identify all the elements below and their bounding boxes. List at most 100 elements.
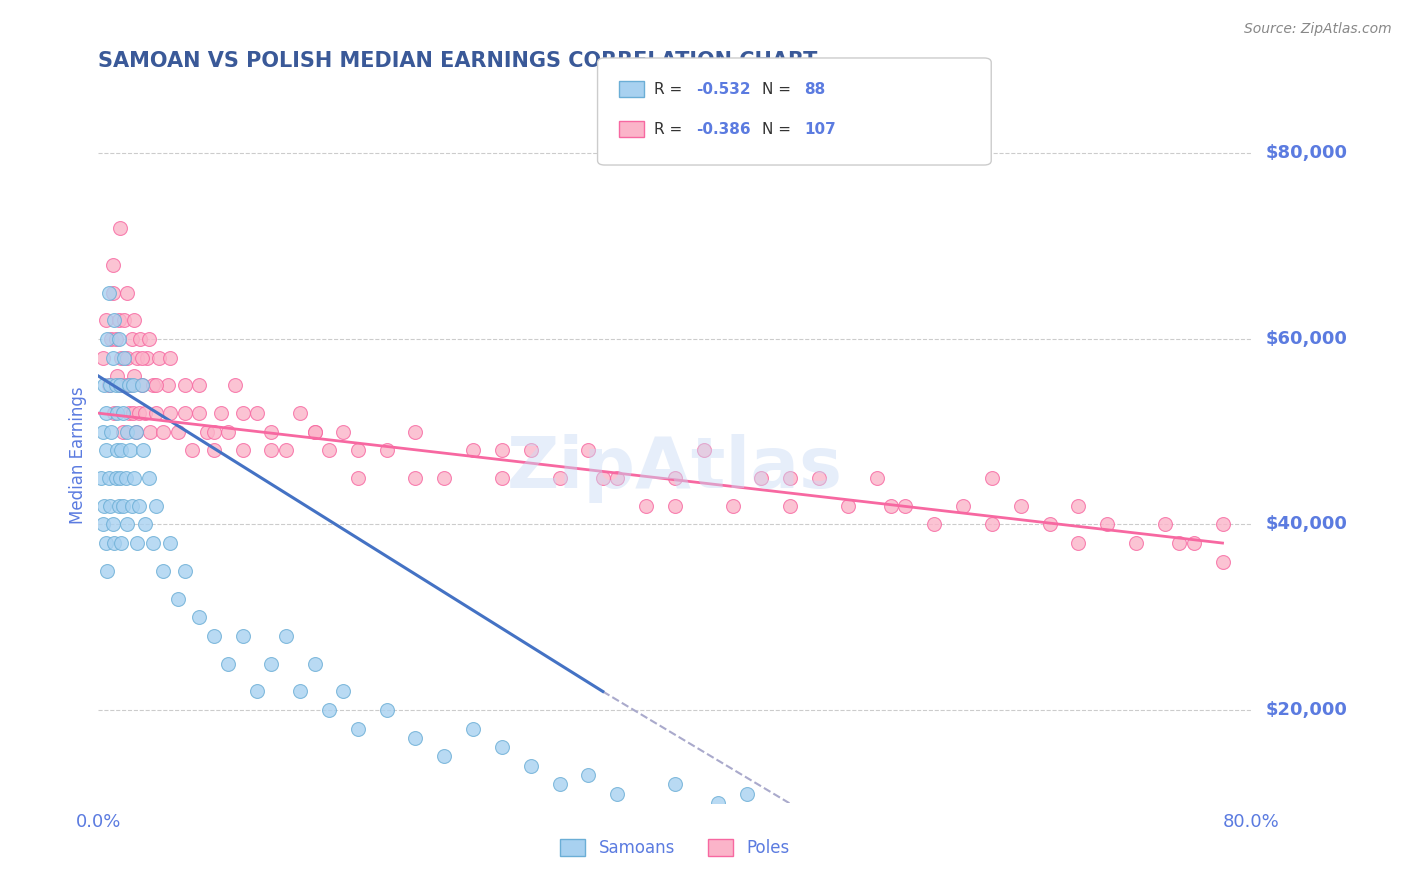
Point bbox=[103, 536, 125, 550]
Text: 107: 107 bbox=[804, 122, 837, 136]
Point bbox=[98, 499, 121, 513]
Text: R =: R = bbox=[654, 82, 688, 96]
Point bbox=[217, 425, 239, 439]
Point bbox=[217, 657, 239, 671]
Point bbox=[246, 684, 269, 698]
Point bbox=[98, 378, 121, 392]
Point bbox=[1024, 828, 1046, 842]
Point bbox=[107, 499, 129, 513]
Point bbox=[952, 499, 974, 513]
Point bbox=[224, 378, 246, 392]
Point bbox=[807, 805, 830, 819]
Point bbox=[134, 517, 156, 532]
Point bbox=[865, 471, 889, 485]
Point bbox=[108, 378, 131, 392]
Point bbox=[260, 657, 283, 671]
Point bbox=[118, 378, 141, 392]
Point bbox=[1067, 833, 1090, 847]
Point bbox=[100, 425, 122, 439]
Point bbox=[260, 425, 283, 439]
Point bbox=[318, 443, 340, 458]
Point bbox=[108, 471, 131, 485]
Point bbox=[91, 517, 114, 532]
Point bbox=[1153, 517, 1175, 532]
Point bbox=[491, 471, 513, 485]
Point bbox=[461, 722, 484, 736]
Text: $20,000: $20,000 bbox=[1265, 701, 1347, 719]
Point bbox=[304, 425, 326, 439]
Point bbox=[1125, 842, 1147, 856]
Point bbox=[290, 406, 312, 420]
Point bbox=[112, 351, 135, 365]
Point bbox=[142, 536, 165, 550]
Point bbox=[128, 499, 150, 513]
Point bbox=[105, 369, 128, 384]
Point bbox=[981, 471, 1004, 485]
Point bbox=[1212, 555, 1234, 569]
Text: 88: 88 bbox=[804, 82, 825, 96]
Point bbox=[100, 332, 122, 346]
Point bbox=[94, 313, 117, 327]
Point bbox=[1067, 499, 1090, 513]
Point bbox=[606, 471, 628, 485]
Point bbox=[924, 517, 946, 532]
Point bbox=[96, 564, 118, 578]
Point bbox=[576, 443, 599, 458]
Point bbox=[97, 285, 120, 300]
Point bbox=[174, 406, 197, 420]
Point bbox=[159, 406, 181, 420]
Point bbox=[231, 443, 254, 458]
Text: SAMOAN VS POLISH MEDIAN EARNINGS CORRELATION CHART: SAMOAN VS POLISH MEDIAN EARNINGS CORRELA… bbox=[98, 52, 818, 71]
Point bbox=[110, 351, 132, 365]
Point bbox=[548, 777, 571, 791]
Point bbox=[491, 740, 513, 755]
Point bbox=[142, 378, 165, 392]
Point bbox=[491, 443, 513, 458]
Point bbox=[145, 406, 167, 420]
Point bbox=[105, 443, 128, 458]
Point bbox=[104, 378, 127, 392]
Point bbox=[880, 499, 903, 513]
Point bbox=[97, 378, 120, 392]
Point bbox=[433, 471, 456, 485]
Point bbox=[1097, 517, 1119, 532]
Point bbox=[134, 406, 156, 420]
Point bbox=[318, 703, 340, 717]
Point bbox=[139, 425, 162, 439]
Point bbox=[231, 629, 254, 643]
Point bbox=[104, 332, 127, 346]
Point bbox=[118, 406, 141, 420]
Point bbox=[202, 443, 225, 458]
Point bbox=[105, 406, 128, 420]
Point bbox=[693, 443, 716, 458]
Point bbox=[108, 220, 131, 235]
Point bbox=[93, 499, 115, 513]
Point bbox=[1168, 536, 1191, 550]
Point bbox=[405, 731, 427, 745]
Point bbox=[125, 425, 148, 439]
Point bbox=[145, 499, 167, 513]
Point bbox=[664, 777, 686, 791]
Point bbox=[124, 313, 146, 327]
Point bbox=[952, 823, 974, 838]
Point bbox=[138, 471, 160, 485]
Point bbox=[576, 768, 599, 782]
Point bbox=[159, 351, 181, 365]
Point bbox=[127, 536, 149, 550]
Point bbox=[209, 406, 232, 420]
Point bbox=[121, 332, 143, 346]
Point bbox=[159, 536, 181, 550]
Point bbox=[1212, 851, 1234, 865]
Point bbox=[117, 425, 138, 439]
Point bbox=[114, 471, 136, 485]
Point bbox=[101, 351, 124, 365]
Point bbox=[1125, 536, 1147, 550]
Point bbox=[138, 332, 160, 346]
Legend: Samoans, Poles: Samoans, Poles bbox=[554, 832, 796, 864]
Text: N =: N = bbox=[762, 122, 796, 136]
Point bbox=[166, 591, 188, 606]
Text: Source: ZipAtlas.com: Source: ZipAtlas.com bbox=[1244, 22, 1392, 37]
Point bbox=[117, 517, 138, 532]
Point bbox=[111, 499, 134, 513]
Point bbox=[548, 471, 571, 485]
